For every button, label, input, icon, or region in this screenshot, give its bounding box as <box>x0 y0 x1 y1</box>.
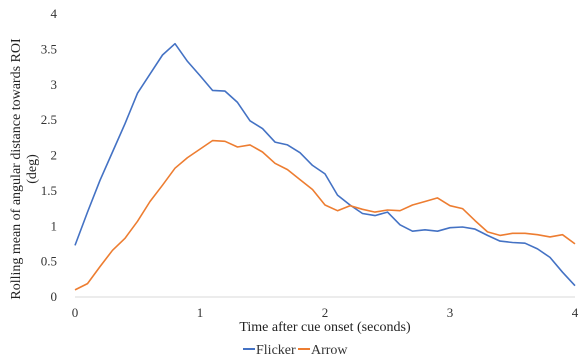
y-tick-label: 3 <box>51 77 58 92</box>
x-tick-label: 0 <box>72 305 79 320</box>
y-tick-label: 2.5 <box>41 112 57 127</box>
series-layer <box>74 42 576 291</box>
x-tick-label: 3 <box>447 305 454 320</box>
y-axis-title: Rolling mean of angular distance towards… <box>9 38 40 300</box>
series-line-flicker <box>74 42 576 287</box>
x-tick-label: 2 <box>322 305 329 320</box>
y-tick-label: 4 <box>51 6 58 21</box>
x-tick-label: 1 <box>197 305 204 320</box>
y-axis-ticks: 0 0.5 1 1.5 2 2.5 3 3.5 4 <box>41 6 58 304</box>
y-tick-label: 0.5 <box>41 254 57 269</box>
x-axis-ticks: 0 1 2 3 4 <box>72 305 579 320</box>
y-tick-label: 1.5 <box>41 183 57 198</box>
y-tick-label: 1 <box>51 218 58 233</box>
x-tick-label: 4 <box>572 305 579 320</box>
series-line-arrow <box>74 139 576 291</box>
y-tick-label: 2 <box>51 148 58 163</box>
legend-label-flicker: Flicker <box>256 343 296 358</box>
x-axis-label: Time after cue onset (seconds) <box>239 320 411 335</box>
y-axis-label-line2: (deg) <box>25 154 40 184</box>
y-tick-label: 3.5 <box>41 41 57 56</box>
y-axis-label-line1: Rolling mean of angular distance towards… <box>9 38 24 300</box>
y-tick-label: 0 <box>51 289 58 304</box>
legend: Flicker Arrow <box>243 343 348 358</box>
legend-label-arrow: Arrow <box>311 343 348 358</box>
